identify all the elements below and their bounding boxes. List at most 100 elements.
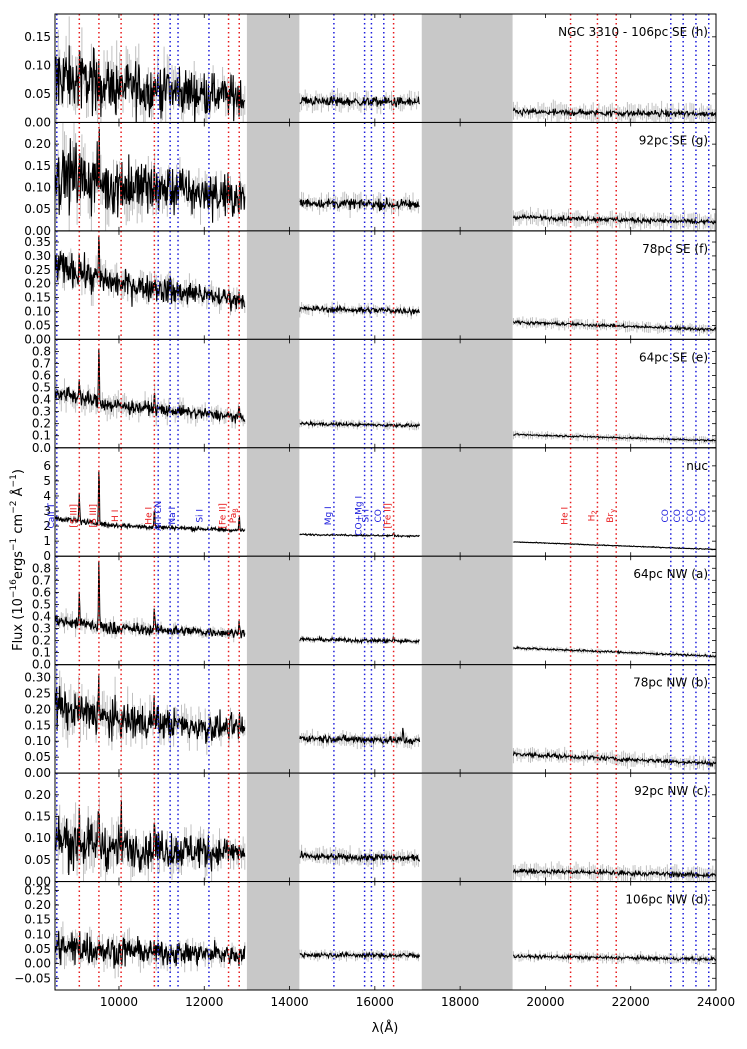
line-label-text: He I [561, 507, 571, 525]
line-label: He I [561, 507, 571, 525]
spectrum-line [55, 931, 246, 969]
y-tick-label: 0.05 [24, 318, 51, 332]
x-tick-label: 14000 [270, 995, 308, 1009]
line-label-text: CO [661, 509, 671, 522]
line-label-text: Pa [229, 513, 239, 524]
ylabel-part: Flux (10 [11, 598, 26, 651]
line-label: CO+Mg I [355, 496, 365, 536]
y-tick-label: 0.15 [24, 913, 51, 927]
y-tick-label: 0.05 [24, 853, 51, 867]
y-tick-label: 0.10 [24, 734, 51, 748]
y-tick-label: 0.5 [32, 597, 51, 611]
y-tick-label: 0.10 [24, 58, 51, 72]
panel: 0.00 0.05 0.10 0.15 0.20 92pc NW (c) [24, 772, 717, 889]
y-tick-label: 0.8 [32, 344, 51, 358]
y-tick-label: 0.10 [24, 305, 51, 319]
gap-band [421, 881, 513, 990]
line-label-text: H [587, 515, 597, 522]
gap-band [421, 447, 513, 557]
y-tick-label: 0.3 [32, 622, 51, 636]
line-label-text: [S III] [89, 504, 99, 528]
x-tick-label: 16000 [356, 995, 394, 1009]
gap-band [246, 556, 300, 665]
line-label-sub: γ [609, 509, 617, 513]
spectrum-line [55, 236, 246, 312]
gap-band [421, 339, 513, 448]
panel: 0.000.050.100.150.200.250.300.35 78pc SE … [24, 230, 717, 346]
panel: 0.00.10.20.30.40.50.60.70.8 64pc NW (a) [32, 555, 717, 672]
panel-label: 92pc NW (c) [634, 784, 708, 798]
y-tick-label: 6 [43, 459, 51, 473]
spectrum-line [55, 45, 246, 123]
y-tick-label: 0.8 [32, 561, 51, 575]
line-label: Paβ [229, 508, 240, 523]
panel: 0.00 0.05 0.10 0.15 0.20 0.25 0.30 78pc NW (b) [24, 664, 717, 780]
panel: 0.00 0.05 0.10 0.15 NGC 3310 - 106pc SE (h) [24, 13, 717, 129]
line-label-text: CO [686, 509, 696, 522]
y-tick-label: 0.7 [32, 356, 51, 370]
line-label-text: CO [673, 509, 683, 522]
ylabel-part: ergs [11, 551, 26, 579]
panel-plot-area [55, 122, 716, 231]
panel-plot-area [55, 881, 716, 990]
gap-band [421, 14, 513, 123]
spectrum-line [55, 129, 246, 223]
x-tick-label: 22000 [612, 995, 650, 1009]
line-label: Na I [168, 507, 178, 525]
line-label-text: Al I CN [154, 501, 164, 531]
panel-plot-area [55, 230, 716, 340]
y-axis-label: Flux (10−16ergs−1 cm−2 Å−1) [9, 469, 26, 651]
line-label-text: CO+Mg I [355, 496, 365, 536]
y-tick-label: 0.7 [32, 573, 51, 587]
panel-label: 64pc NW (a) [633, 567, 708, 581]
y-tick-label: 0.05 [24, 202, 51, 216]
y-tick-label: 0.15 [24, 30, 51, 44]
y-tick-label: 0 [43, 549, 51, 563]
spectrum-line [55, 801, 246, 876]
line-label: CO [673, 509, 683, 522]
spectrum-line [299, 304, 421, 317]
y-tick-label: 0.0 [32, 658, 51, 672]
panel-plot-area [55, 556, 716, 665]
ylabel-part: Å [10, 487, 26, 500]
spectrum-line [55, 561, 246, 639]
line-label: [Fe II] [219, 503, 229, 528]
y-tick-label: 0.15 [24, 718, 51, 732]
y-tick-label: 0.2 [32, 417, 51, 431]
panel-label: 92pc SE (g) [639, 133, 708, 147]
line-label: CaII T [47, 503, 57, 529]
x-tick-label: 20000 [526, 995, 564, 1009]
panel: 0.00.10.20.30.40.50.60.70.8 64pc SE (e) [32, 338, 717, 455]
spectrum-line [512, 867, 716, 879]
gap-band [246, 664, 300, 774]
ylabel-exp: −2 [9, 500, 19, 513]
gap-band [421, 664, 513, 774]
y-tick-label: 0.10 [24, 181, 51, 195]
line-label: CO [374, 509, 384, 522]
line-label-text: [Fe II] [384, 503, 394, 528]
y-tick-label: 0.15 [24, 291, 51, 305]
ylabel-part: cm [11, 514, 26, 538]
x-tick-label: 12000 [185, 995, 223, 1009]
panel: −0.050.000.050.100.150.200.25 106pc NW (d… [14, 881, 717, 991]
spectrum-line [299, 850, 421, 863]
spectrum-line [55, 349, 246, 424]
y-tick-label: 0.00 [24, 766, 51, 780]
line-label: [Fe II] [384, 503, 394, 528]
line-label: CO [686, 509, 696, 522]
y-tick-label: 0.00 [24, 115, 51, 129]
y-tick-label: 0.10 [24, 831, 51, 845]
y-tick-label: 0.20 [24, 702, 51, 716]
spectrum-line [512, 750, 716, 768]
line-label-text: Si I [361, 509, 371, 523]
spectrum-line [512, 319, 716, 333]
y-tick-label: −0.05 [14, 971, 51, 985]
gap-band [246, 122, 300, 231]
y-tick-label: 0.35 [24, 235, 51, 249]
y-tick-label: 0.20 [24, 788, 51, 802]
y-tick-label: 0.15 [24, 809, 51, 823]
spectrum-line [512, 953, 716, 962]
spectrum-line [299, 531, 420, 538]
gap-band [246, 339, 300, 448]
panel-plot-area [55, 14, 716, 123]
